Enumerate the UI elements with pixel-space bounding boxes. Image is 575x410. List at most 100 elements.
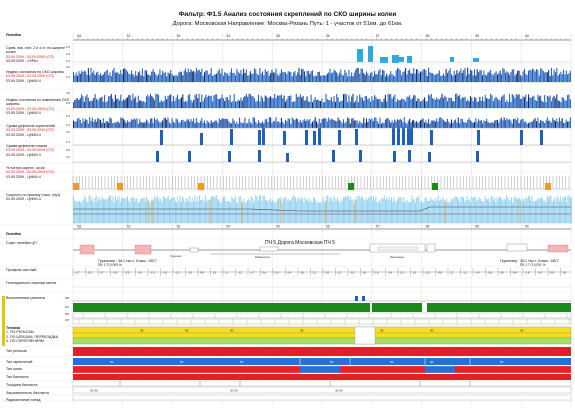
row2-bar bbox=[367, 99, 369, 108]
row1-bar bbox=[549, 76, 551, 82]
row7-bar bbox=[195, 201, 197, 223]
row3-bar bbox=[432, 120, 434, 128]
ballast-hatch bbox=[399, 373, 404, 381]
row1-bar bbox=[330, 73, 332, 82]
row1-bar bbox=[167, 72, 169, 82]
row2-bar bbox=[179, 98, 181, 108]
row3-bar bbox=[486, 118, 488, 128]
row7-bar bbox=[315, 200, 317, 223]
row7-bar bbox=[479, 198, 481, 223]
ballast-hatch bbox=[417, 373, 422, 381]
ballast-hatch bbox=[516, 373, 521, 381]
row1-bar bbox=[382, 69, 384, 82]
row7-bar bbox=[527, 195, 529, 223]
row1-bar bbox=[455, 74, 457, 82]
ballast-hatch bbox=[306, 373, 311, 381]
row3-bar bbox=[168, 122, 170, 128]
row7-bar bbox=[188, 201, 190, 223]
row1-bar bbox=[305, 76, 307, 82]
row2-bar bbox=[552, 97, 554, 108]
row1-bar bbox=[224, 72, 226, 82]
row7-bar bbox=[248, 199, 250, 223]
ballast-hatch bbox=[129, 373, 134, 381]
row3-bar bbox=[382, 122, 384, 128]
row1-bar bbox=[348, 70, 350, 82]
row2-bar bbox=[496, 98, 498, 108]
row1-bar bbox=[507, 72, 509, 82]
row7-bar bbox=[459, 201, 461, 223]
header: Фильтр: Ф1.5 Анализ состояния скреплений… bbox=[0, 0, 575, 40]
row1-bar bbox=[383, 70, 385, 82]
rail-hatch bbox=[513, 346, 518, 357]
row3-bar bbox=[437, 121, 439, 128]
row1-bar bbox=[179, 71, 181, 82]
row3-bar bbox=[560, 120, 562, 128]
rail-hatch bbox=[423, 346, 428, 357]
row2-bar bbox=[95, 98, 97, 108]
row3-bar bbox=[402, 122, 404, 128]
row2-bar bbox=[343, 94, 345, 108]
row3-bar bbox=[487, 121, 489, 128]
row1-bar bbox=[542, 70, 544, 82]
ballast-hatch bbox=[489, 373, 494, 381]
row2-bar bbox=[278, 95, 280, 108]
row3-bar bbox=[538, 122, 540, 128]
row2-bar bbox=[544, 95, 546, 108]
axis-tick-label: 2.0 bbox=[66, 130, 71, 134]
row7-bar bbox=[543, 201, 545, 223]
row3-bar bbox=[378, 123, 380, 128]
row7-bar bbox=[353, 202, 355, 223]
row7-bar bbox=[404, 201, 406, 223]
row3-bar bbox=[426, 123, 428, 128]
row3-bar bbox=[376, 121, 378, 128]
ballast-hatch bbox=[393, 373, 398, 381]
row1-bar bbox=[521, 76, 523, 82]
ballast-hatch bbox=[354, 373, 359, 381]
row1-bar bbox=[448, 70, 450, 82]
ballast-hatch bbox=[216, 373, 221, 381]
row7-bar bbox=[358, 195, 360, 223]
row2-bar bbox=[363, 100, 365, 108]
row2-bar bbox=[540, 95, 542, 108]
row2-bar bbox=[440, 97, 442, 108]
row1-bar bbox=[73, 72, 75, 82]
row3-bar bbox=[550, 122, 552, 128]
row7-bar bbox=[308, 202, 310, 223]
ballast-hatch bbox=[525, 373, 530, 381]
row3-bar bbox=[364, 122, 366, 128]
row7-bar bbox=[545, 202, 547, 223]
row2-bar bbox=[541, 100, 543, 108]
km-tick-label: 57 bbox=[376, 34, 380, 38]
row7-bar bbox=[257, 200, 259, 223]
row1-bar bbox=[482, 75, 484, 82]
row2-bar bbox=[235, 101, 237, 108]
rail-hatch bbox=[342, 346, 347, 357]
rail-hatch bbox=[219, 346, 224, 357]
rail-hatch bbox=[453, 346, 458, 357]
repairs-label: Выполненные ремонты bbox=[6, 296, 46, 300]
row1-bar bbox=[253, 68, 255, 82]
row1-bar bbox=[236, 68, 238, 82]
row3-bar bbox=[352, 118, 354, 128]
ballast-hatch bbox=[267, 373, 272, 381]
row2-bar bbox=[82, 96, 84, 108]
row7-bar bbox=[249, 200, 251, 223]
row1-bar bbox=[511, 69, 513, 82]
row7-bar bbox=[477, 200, 479, 223]
rail-hatch bbox=[93, 346, 98, 357]
row4-bar bbox=[262, 128, 265, 145]
rail-hatch bbox=[264, 346, 269, 357]
row2-bar bbox=[286, 99, 288, 108]
ballast-hatch bbox=[453, 373, 458, 381]
row3-bar bbox=[152, 122, 154, 128]
tech-value: 40 bbox=[140, 329, 144, 333]
row7-bar bbox=[488, 198, 490, 223]
row2-bar bbox=[505, 102, 507, 108]
row1-bar bbox=[360, 68, 362, 82]
tech-row1 bbox=[72, 326, 572, 334]
row7-bar bbox=[363, 199, 365, 223]
row2-bar bbox=[357, 102, 359, 108]
row7-bar bbox=[145, 201, 146, 223]
row1-bar bbox=[438, 70, 440, 82]
row3-bar bbox=[253, 117, 255, 128]
